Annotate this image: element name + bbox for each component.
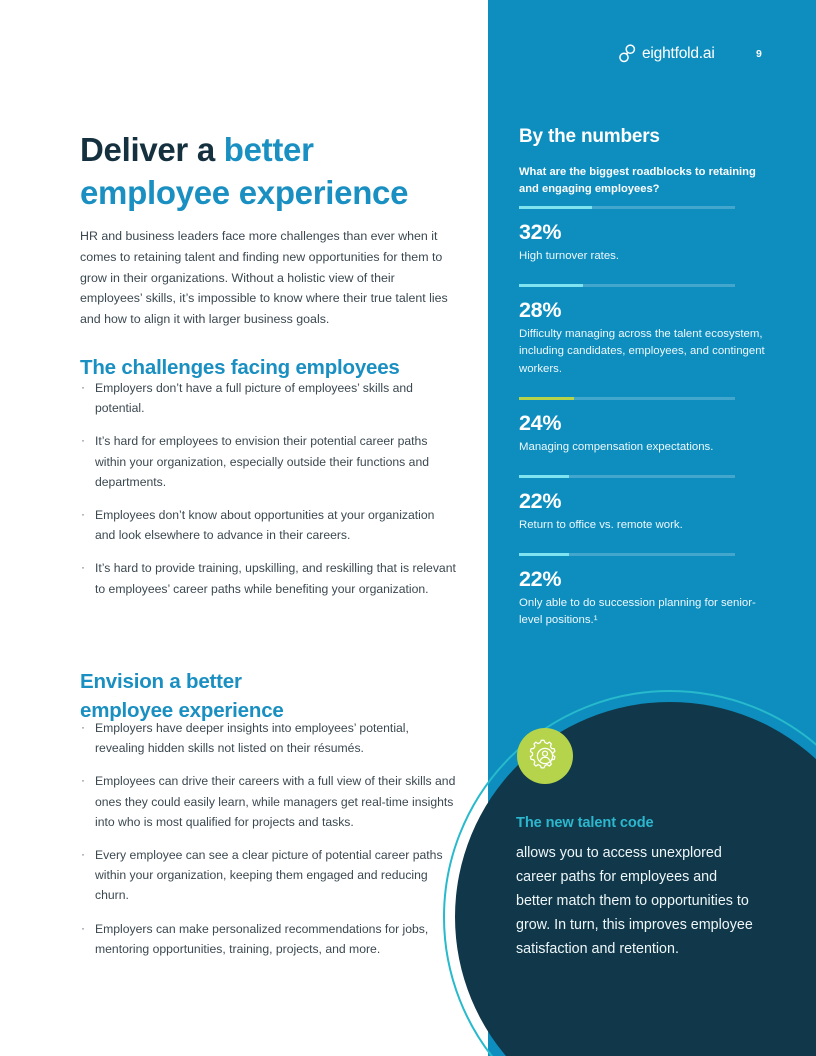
- stat-bar-track: [519, 475, 735, 479]
- bullet-dot-icon: ·: [81, 720, 85, 734]
- eightfold-infinity-logo-icon: [619, 44, 636, 63]
- challenges-bullet-list: · Employers don’t have a full picture of …: [80, 378, 458, 612]
- bullet-dot-icon: ·: [81, 920, 85, 935]
- stat-value: 22%: [519, 489, 562, 514]
- stats-list: 32% High turnover rates. 28% Difficulty …: [519, 206, 769, 630]
- page-number: 9: [756, 48, 762, 60]
- list-item-text: Employees don’t know about opportunities…: [95, 508, 435, 543]
- section-heading-challenges: The challenges facing employees: [80, 356, 400, 379]
- stat-label: Only able to do succession planning for …: [519, 597, 756, 627]
- brand-name: eightfold.ai: [642, 44, 715, 62]
- section-heading-envision-line1: Envision a better: [80, 670, 242, 693]
- stat-label: High turnover rates.: [519, 250, 620, 262]
- bullet-dot-icon: ·: [81, 507, 85, 522]
- stat-bar-track: [519, 553, 735, 557]
- list-item-text: It’s hard to provide training, upskillin…: [95, 561, 456, 596]
- stat-bar-fill: [519, 206, 592, 209]
- page-title-part1: Deliver a: [80, 131, 224, 169]
- sidebar-title: By the numbers: [519, 126, 660, 147]
- list-item: · It’s hard for employees to envision the…: [80, 431, 458, 492]
- bullet-dot-icon: ·: [81, 380, 85, 394]
- brand-lockup: eightfold.ai: [619, 44, 715, 63]
- list-item: · Employers can make personalized recomme…: [80, 919, 458, 959]
- bullet-dot-icon: ·: [81, 773, 85, 788]
- list-item-text: Every employee can see a clear picture o…: [95, 848, 443, 903]
- list-item: · Employees don’t know about opportunitie…: [80, 505, 458, 545]
- spacer: [519, 456, 769, 475]
- page-title-part2: better: [223, 131, 314, 169]
- stat-value: 22%: [519, 567, 562, 592]
- stat-value: 32%: [519, 220, 562, 244]
- page-title-part3: employee experience: [80, 174, 409, 212]
- stat-label: Return to office vs. remote work.: [519, 519, 683, 532]
- stat-value: 28%: [519, 298, 562, 323]
- list-item: · It’s hard to provide training, upskilli…: [80, 558, 458, 598]
- stat-label: Managing compensation expectations.: [519, 440, 714, 453]
- stat-bar-track: [519, 284, 735, 288]
- intro-paragraph: HR and business leaders face more challe…: [80, 229, 448, 326]
- left-content-column: Deliver a better employee experience HR …: [80, 128, 480, 972]
- list-item: · Every employee can see a clear picture …: [80, 845, 458, 906]
- list-item: · Employers don’t have a full picture of …: [80, 378, 458, 418]
- stat-item: 24% Managing compensation expectations.: [519, 396, 769, 456]
- stat-value: 24%: [519, 410, 562, 435]
- bullet-dot-icon: ·: [81, 847, 85, 862]
- stat-bar-track: [519, 206, 735, 209]
- stat-item: 32% High turnover rates.: [519, 206, 769, 265]
- list-item: · Employers have deeper insights into emp…: [80, 718, 458, 758]
- list-item-text: Employers can make personalized recommen…: [95, 921, 429, 956]
- page-title: Deliver a better employee experience: [80, 128, 470, 214]
- stat-bar-track: [519, 396, 735, 400]
- spacer: [519, 265, 769, 284]
- section-heading-envision: Envision a better employee experience: [80, 667, 480, 725]
- list-item: · Employees can drive their careers with …: [80, 771, 458, 832]
- stat-item: 22% Only able to do succession planning …: [519, 553, 769, 629]
- stat-bar-fill: [519, 475, 570, 479]
- stat-label: Difficulty managing across the talent ec…: [519, 328, 765, 375]
- bullet-dot-icon: ·: [81, 433, 85, 448]
- bullet-dot-icon: ·: [81, 560, 85, 575]
- section-heading-envision-line2: employee experience: [80, 699, 284, 722]
- stat-bar-fill: [519, 396, 574, 400]
- spacer: [519, 534, 769, 553]
- list-item-text: Employees can drive their careers with a…: [95, 774, 456, 829]
- stat-bar-fill: [519, 284, 583, 288]
- sidebar-panel: eightfold.ai 9 By the numbers What are t…: [488, 0, 816, 1056]
- list-item-text: Employers don’t have a full picture of e…: [95, 381, 413, 416]
- list-item-text: Employers have deeper insights into empl…: [95, 721, 409, 756]
- stat-bar-fill: [519, 553, 570, 557]
- list-item-text: It’s hard for employees to envision thei…: [95, 434, 429, 489]
- sidebar-question: What are the biggest roadblocks to retai…: [519, 166, 756, 195]
- stat-item: 22% Return to office vs. remote work.: [519, 475, 769, 534]
- envision-bullet-list: · Employers have deeper insights into emp…: [80, 718, 458, 972]
- spacer: [519, 378, 769, 397]
- stat-item: 28% Difficulty managing across the talen…: [519, 284, 769, 378]
